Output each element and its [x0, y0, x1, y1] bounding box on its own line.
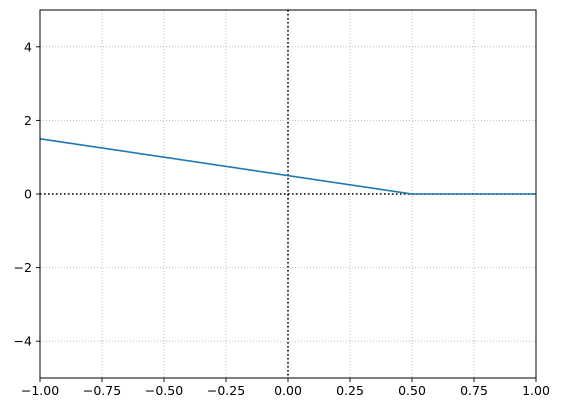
x-tick-label-4: 0.00 [274, 383, 302, 398]
x-tick-label-7: 0.75 [460, 383, 488, 398]
x-tick-label-5: 0.25 [336, 383, 364, 398]
x-tick-label-2: −0.50 [145, 383, 183, 398]
series-layer [39, 138, 536, 195]
x-tick-label-3: −0.25 [207, 383, 245, 398]
y-tick-label-3: 2 [24, 113, 32, 128]
x-tick-label-8: 1.00 [522, 383, 550, 398]
x-axis-ticks: −1.00 −0.75 −0.50 −0.25 0.00 0.25 0.50 0.75 1.00 [21, 378, 550, 398]
x-tick-label-0: −1.00 [21, 383, 59, 398]
series-line-0 [39, 138, 536, 195]
y-axis-ticks: −4 −2 0 2 4 [14, 39, 40, 349]
y-tick-label-1: −2 [14, 260, 32, 275]
x-tick-label-1: −0.75 [83, 383, 121, 398]
y-tick-label-2: 0 [24, 187, 32, 202]
x-tick-label-6: 0.50 [398, 383, 426, 398]
y-tick-label-4: 4 [24, 39, 32, 54]
y-tick-label-0: −4 [14, 334, 32, 349]
